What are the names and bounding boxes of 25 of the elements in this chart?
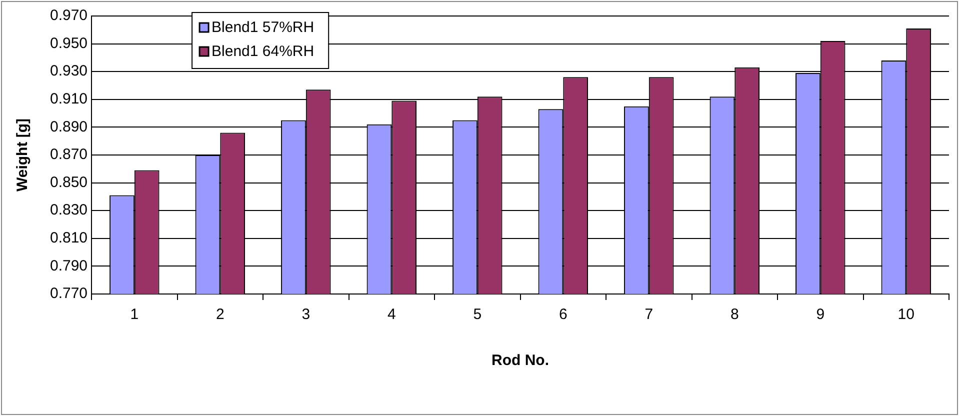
x-tick-label: 6 — [558, 306, 568, 324]
x-tick-label: 5 — [473, 306, 482, 324]
x-tick-label: 3 — [302, 306, 310, 324]
x-tick-label: 9 — [816, 306, 825, 324]
x-tick-label: 2 — [216, 306, 224, 324]
y-axis-title: Weight [g] — [14, 118, 32, 192]
y-tick-label: 0.890 — [50, 118, 88, 136]
y-tick-label: 0.930 — [50, 62, 88, 80]
y-tick-label: 0.910 — [50, 90, 88, 108]
legend-label: Blend1 57%RH — [212, 19, 314, 36]
legend-label: Blend1 64%RH — [212, 43, 314, 60]
y-tick-label: 0.790 — [50, 257, 88, 274]
y-tick-label: 0.870 — [50, 146, 88, 164]
y-tick-label: 0.810 — [50, 230, 88, 247]
y-tick-label: 0.970 — [50, 7, 88, 24]
x-tick-label: 7 — [644, 306, 654, 324]
y-tick-label: 0.830 — [50, 202, 88, 219]
y-tick-label: 0.950 — [50, 34, 88, 52]
y-tick-label: 0.850 — [50, 174, 88, 191]
x-axis-title: Rod No. — [492, 352, 550, 370]
y-tick-label: 0.770 — [50, 285, 88, 302]
x-tick-label: 1 — [130, 306, 139, 324]
x-tick-label: 4 — [387, 306, 396, 324]
x-tick-label: 8 — [730, 306, 739, 324]
x-tick-label: 10 — [898, 306, 914, 324]
